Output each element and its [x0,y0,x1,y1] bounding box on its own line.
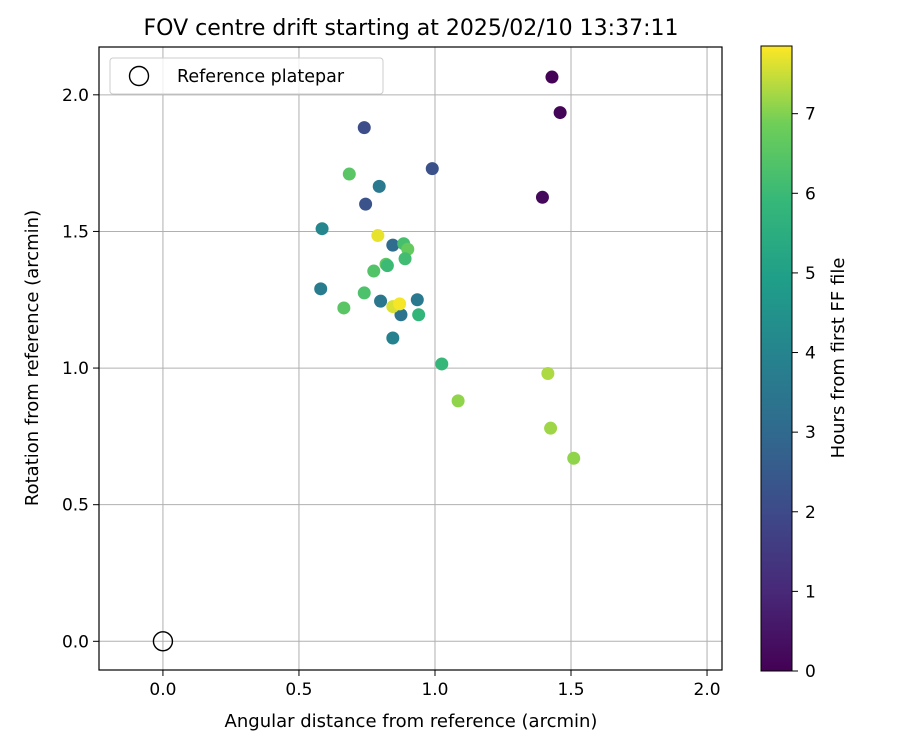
colorbar-tick-label: 2 [805,503,816,523]
scatter-point [535,190,549,204]
scatter-point [410,293,424,307]
colorbar-tick-label: 7 [805,105,816,125]
scatter-point [567,451,581,465]
x-axis-label: Angular distance from reference (arcmin) [225,711,598,732]
y-axis-label: Rotation from reference (arcmin) [22,210,43,506]
colorbar-tick-label: 0 [805,662,816,682]
colorbar-label: Hours from first FF file [828,258,849,459]
axis-ticks: 0.0 0.5 1.0 1.5 2.0 0.0 0.5 1.0 1.5 2.0 [62,86,721,700]
legend-label: Reference platepar [177,67,345,87]
scatter-point [374,294,388,308]
y-tick-label: 1.5 [62,222,89,242]
scatter-point [359,197,373,211]
x-tick-label: 1.0 [421,680,448,700]
colorbar-ticks: 0 1 2 3 4 5 6 7 [792,105,816,682]
scatter-point [380,259,394,273]
scatter-point [386,238,400,252]
legend-hollow-circle-marker [128,65,150,87]
scatter-point [371,229,385,243]
scatter-point [412,308,426,322]
scatter-point [425,162,439,176]
scatter-point [342,167,356,181]
scatter-point [314,282,328,296]
y-tick-label: 1.0 [62,359,89,379]
colorbar-tick-label: 5 [805,264,816,284]
scatter-point [357,286,371,300]
chart-title: FOV centre drift starting at 2025/02/10 … [144,16,679,41]
legend-box [109,57,384,95]
scatter-point [315,222,329,236]
y-tick-label: 0.0 [62,632,89,652]
colorbar-gradient [760,45,793,672]
x-tick-label: 0.0 [149,680,176,700]
scatter-point [451,394,465,408]
plot-frame [98,46,723,671]
scatter-point [541,367,555,381]
x-tick-label: 2.0 [694,680,721,700]
colorbar-tick-label: 4 [805,344,816,364]
colorbar-tick-label: 3 [805,423,816,443]
x-tick-label: 0.5 [285,680,312,700]
scatter-point [394,308,408,322]
colorbar: 0 1 2 3 4 5 6 7 Hours from first FF file [760,45,849,682]
scatter-point [337,301,351,315]
grid-lines [99,47,722,670]
scatter-point [398,252,412,266]
scatter-point [544,421,558,435]
colorbar-tick-label: 6 [805,184,816,204]
scatter-point [372,179,386,193]
scatter-point [553,106,567,120]
scatter-points [152,70,581,652]
y-tick-label: 0.5 [62,496,89,516]
colorbar-tick-label: 1 [805,582,816,602]
scatter-point [357,121,371,135]
legend: Reference platepar [109,57,384,95]
scatter-point [367,264,381,278]
scatter-point [545,70,559,84]
x-tick-label: 1.5 [557,680,584,700]
scatter-point [435,357,449,371]
scatter-point [393,297,407,311]
y-tick-label: 2.0 [62,86,89,106]
scatter-point [386,331,400,345]
reference-platepar-point [152,631,174,652]
